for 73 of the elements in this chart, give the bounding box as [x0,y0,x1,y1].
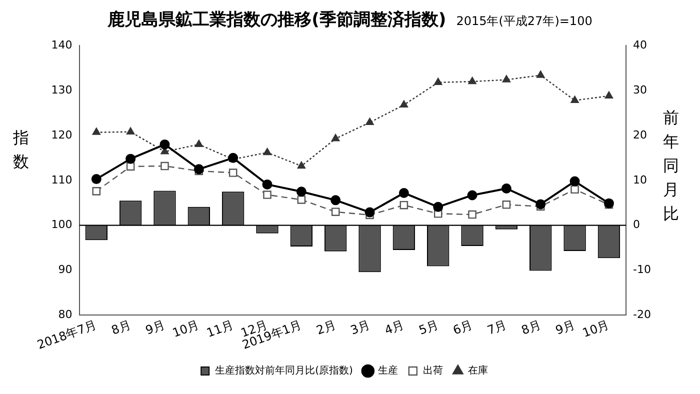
point [501,183,512,194]
point [126,127,135,134]
point [536,199,546,210]
legend-label: 在庫 [468,364,488,377]
y2-tick-label: 30 [633,83,648,96]
y-tick-label: 100 [51,218,72,232]
y2-axis-title: 前年同月比 [663,107,679,225]
x-tick-label: 3月 [348,318,372,338]
point [570,176,580,186]
y-tick-label: 130 [51,83,72,96]
point [536,70,545,78]
x-tick-label: 4月 [382,318,406,338]
point [468,210,476,219]
y-tick-label: 110 [51,173,72,186]
y2-tick-label: 10 [633,173,648,186]
legend-label: 出荷 [422,364,443,377]
x-tick-label: 8月 [109,318,133,338]
y-tick-label: 120 [51,128,72,142]
chart-title: 鹿児島県鉱工業指数の推移(季節調整済指数) [108,9,446,31]
point [297,161,306,169]
x-tick-label: 6月 [451,318,474,338]
point [604,198,614,208]
point [400,100,408,108]
x-tick-label: 9月 [554,318,577,338]
y2-tick-label: 20 [633,128,648,142]
point [398,188,409,198]
y2-tick-label: 40 [633,38,648,52]
y2-tick-label: -10 [633,263,651,276]
x-tick-label: 2月 [314,318,338,338]
point [502,75,510,82]
y2-tick-label: 0 [633,218,640,232]
point [331,208,340,216]
y-axis-title: 指数 [13,127,29,173]
point [400,200,408,210]
x-tick-label: 10月 [580,318,612,340]
point [467,190,478,200]
point [92,187,101,196]
point [194,140,203,148]
x-tick-label: 9月 [144,318,167,338]
point [604,91,614,99]
point [228,168,238,177]
point [468,76,476,84]
point [433,202,444,212]
x-tick-label: 11月 [204,318,236,340]
point [160,139,170,150]
legend-label: 生産指数対前年同月比(原指数) [215,364,353,377]
point [160,162,169,170]
point [91,174,102,184]
point [502,200,511,209]
point [570,96,579,104]
point [366,118,374,126]
point [434,78,442,86]
point [570,185,579,194]
y-tick-label: 90 [58,263,72,276]
legend-label: 生産 [378,364,398,377]
point [194,164,204,174]
point [330,195,341,206]
chart-subtitle: 2015年(平成27年)=100 [456,13,592,30]
x-tick-label: 8月 [519,318,543,338]
point [332,134,340,142]
y2-tick-label: -20 [633,308,651,322]
point [126,154,136,164]
x-tick-label: 10月 [170,318,201,340]
point [262,179,272,190]
point [263,148,272,156]
y-tick-label: 140 [51,38,72,52]
point [92,128,100,135]
point [263,190,272,199]
point [364,207,375,218]
x-tick-label: 5月 [416,318,440,338]
point [296,186,306,197]
x-tick-label: 7月 [485,318,509,338]
point [297,196,306,204]
